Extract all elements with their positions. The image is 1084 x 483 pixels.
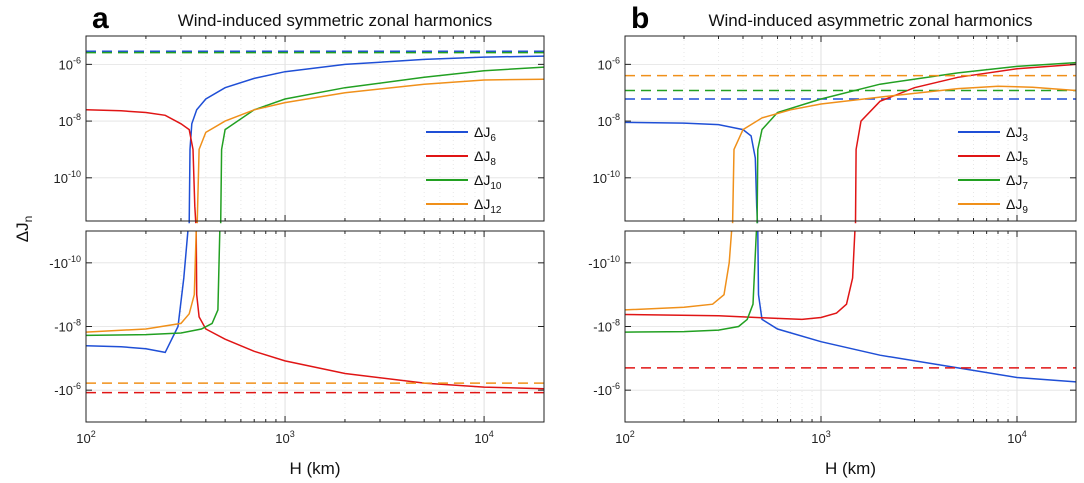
y-tick-label-lower: -10-10 [588,254,620,271]
x-tick-label: 103 [811,429,830,446]
series-7-positive [756,61,1077,224]
legend-label-8: ΔJ8 [474,148,496,168]
series-8-negative [195,230,545,390]
series-12-positive [196,78,545,224]
series-5-negative [624,230,856,321]
x-tick-label: 104 [474,429,493,446]
series-7-negative [624,230,758,333]
legend-label-9: ΔJ9 [1006,196,1028,216]
series-10-negative [85,230,221,337]
series-9-positive [731,85,1077,224]
series-9-negative [624,230,733,311]
x-axis-label: H (km) [290,459,341,478]
upper-axes-frame [624,35,1077,222]
legend-label-3: ΔJ3 [1006,124,1028,144]
upper-axes-frame [85,35,545,222]
y-tick-label-lower: -10-8 [54,318,81,335]
panel-title: Wind-induced asymmetric zonal harmonics [708,11,1032,30]
series-6-negative [85,230,189,354]
y-tick-label-lower: -10-10 [49,254,81,271]
y-tick-label-lower: -10-8 [593,318,620,335]
y-tick-label-upper: 10-8 [59,112,81,129]
y-axis-label: ΔJn [13,216,35,243]
legend-label-10: ΔJ10 [474,172,502,192]
y-tick-label-lower: -10-6 [54,381,81,398]
legend-label-12: ΔJ12 [474,196,502,216]
legend-label-7: ΔJ7 [1006,172,1028,192]
y-tick-label-upper: 10-6 [59,55,81,72]
x-axis-label: H (km) [825,459,876,478]
y-tick-label-upper: 10-10 [54,169,81,186]
x-tick-label: 102 [615,429,634,446]
x-tick-label: 104 [1007,429,1026,446]
x-tick-label: 102 [76,429,95,446]
legend-label-6: ΔJ6 [474,124,496,144]
panel-letter: a [92,2,109,35]
x-tick-label: 103 [275,429,294,446]
panel-title: Wind-induced symmetric zonal harmonics [178,11,493,30]
y-tick-label-lower: -10-6 [593,381,620,398]
series-3-positive [624,121,759,224]
series-6-positive [188,55,545,224]
y-tick-label-upper: 10-8 [598,112,620,129]
panel-letter: b [631,2,649,35]
series-8-positive [85,109,197,224]
y-tick-label-upper: 10-6 [598,55,620,72]
y-tick-label-upper: 10-10 [593,169,620,186]
legend-label-5: ΔJ5 [1006,148,1028,168]
series-12-negative [85,230,197,333]
series-10-positive [219,66,545,224]
series-3-negative [757,230,1077,383]
